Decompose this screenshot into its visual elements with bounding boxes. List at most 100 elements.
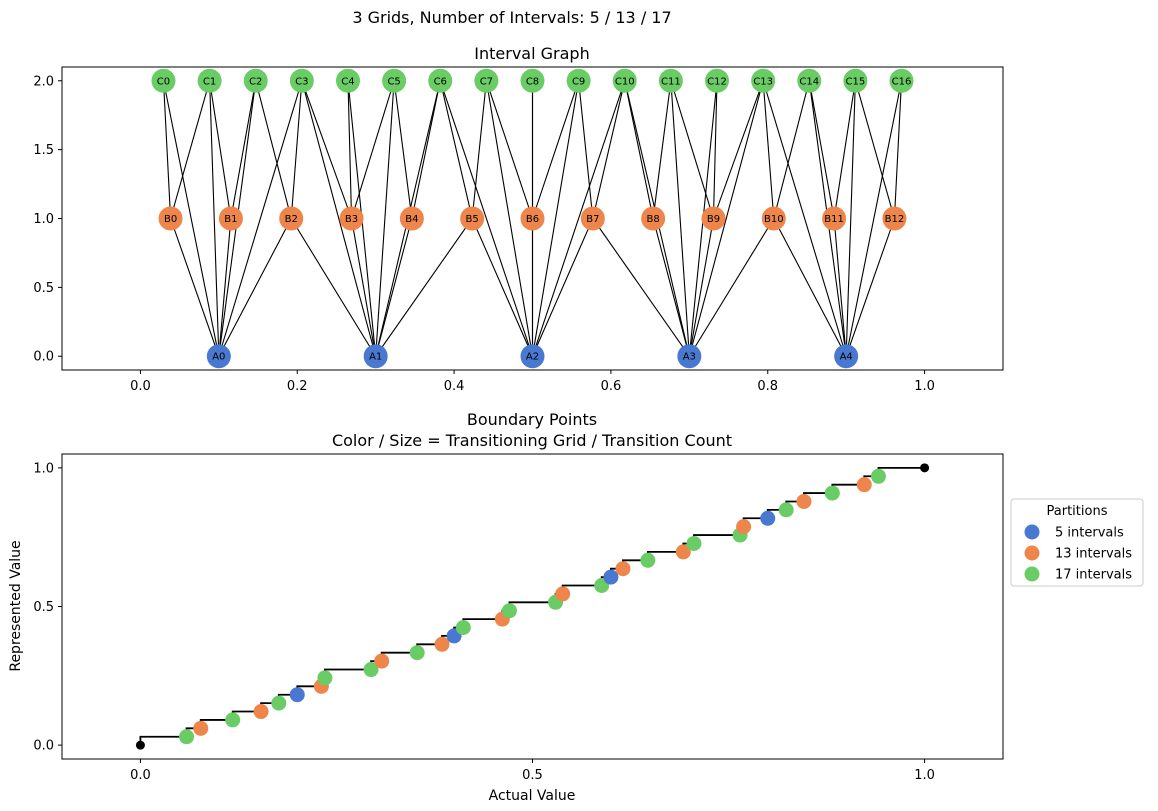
boundary-point-grid2 <box>555 586 571 602</box>
graph-node-b7: B7 <box>580 206 605 231</box>
boundary-point-grid3 <box>225 712 241 728</box>
node-marker <box>520 206 545 231</box>
graph-node-b12: B12 <box>882 206 907 231</box>
graph-edge <box>712 80 764 219</box>
graph-edge <box>375 218 413 357</box>
node-label: C9 <box>572 76 585 87</box>
y-tick-label: 0.5 <box>33 281 54 296</box>
boundary-point-grid3 <box>271 695 287 711</box>
node-label: C13 <box>753 76 773 87</box>
boundary-point-grid3 <box>640 552 656 568</box>
node-marker <box>520 68 545 93</box>
graph-edge <box>592 218 690 357</box>
x-tick-label: 0.2 <box>287 379 308 394</box>
graph-edge <box>347 80 353 219</box>
graph-edge <box>845 80 903 357</box>
graph-node-a0: A0 <box>206 344 231 369</box>
graph-edge <box>845 218 895 357</box>
node-label: C14 <box>799 76 819 87</box>
graph-edge <box>670 80 714 219</box>
node-label: C15 <box>846 76 866 87</box>
node-marker <box>279 206 304 231</box>
node-marker <box>428 68 453 93</box>
node-label: B5 <box>466 214 479 225</box>
node-marker <box>822 206 847 231</box>
x-tick-label: 0.6 <box>601 379 622 394</box>
node-label: C6 <box>434 76 447 87</box>
legend-item-grid3: 17 intervals <box>1024 566 1132 583</box>
node-marker <box>761 206 786 231</box>
legend: Partitions 5 intervals 13 intervals 17 int… <box>1010 498 1144 587</box>
node-marker <box>701 206 726 231</box>
legend-label: 5 intervals <box>1055 526 1124 541</box>
graph-node-c16: C16 <box>889 68 914 93</box>
node-label: B4 <box>405 214 418 225</box>
graph-edge <box>290 80 303 219</box>
endpoint-marker <box>135 740 145 750</box>
node-marker <box>243 68 268 93</box>
graph-node-b8: B8 <box>641 206 666 231</box>
boundary-point-grid2 <box>193 720 209 736</box>
graph-edge <box>854 80 895 219</box>
graph-edge <box>762 80 775 219</box>
legend-item-grid2: 13 intervals <box>1024 545 1132 562</box>
graph-node-c1: C1 <box>197 68 222 93</box>
node-label: A4 <box>840 352 853 363</box>
graph-edge <box>670 80 690 357</box>
y-tick-label: 0.0 <box>33 739 54 754</box>
node-marker <box>834 344 859 369</box>
graph-edge <box>833 80 856 219</box>
graph-ticks: 0.0 0.2 0.4 0.6 0.8 1.0 0.0 0.5 1.0 1.5 2.0 <box>33 74 935 394</box>
node-marker <box>751 68 776 93</box>
graph-node-c9: C9 <box>566 68 591 93</box>
x-tick-label: 1.0 <box>914 768 935 783</box>
node-marker <box>474 68 499 93</box>
graph-edge <box>592 80 626 219</box>
graph-edge <box>218 218 292 357</box>
graph-edge <box>170 80 211 219</box>
node-label: C7 <box>480 76 493 87</box>
legend-marker <box>1024 566 1040 582</box>
node-marker <box>641 206 666 231</box>
boundary-point-grid1 <box>603 569 619 585</box>
boundary-point-grid2 <box>253 704 269 720</box>
boundary-point-grid3 <box>455 620 471 636</box>
graph-edge <box>845 80 856 357</box>
node-marker <box>382 68 407 93</box>
node-marker <box>658 68 683 93</box>
graph-edge <box>652 80 672 219</box>
graph-node-b0: B0 <box>158 206 183 231</box>
graph-node-c14: C14 <box>797 68 822 93</box>
node-label: C1 <box>203 76 216 87</box>
x-tick-label: 0.8 <box>757 379 778 394</box>
graph-node-c11: C11 <box>658 68 683 93</box>
boundary-point-grid2 <box>796 493 812 509</box>
boundary-ticks: 0.0 0.5 1.0 0.0 0.5 1.0 <box>33 461 935 783</box>
node-label: C8 <box>526 76 539 87</box>
boundary-point-grid3 <box>778 502 794 518</box>
graph-edge <box>471 218 534 357</box>
y-tick-label: 1.0 <box>33 212 54 227</box>
node-label: C5 <box>387 76 400 87</box>
node-label: B0 <box>164 214 177 225</box>
graph-edge <box>351 80 395 219</box>
graph-edge <box>170 218 220 357</box>
node-label: A0 <box>212 352 225 363</box>
graph-edge <box>624 80 654 219</box>
figure-suptitle: 3 Grids, Number of Intervals: 5 / 13 / 1… <box>352 8 671 27</box>
graph-node-c0: C0 <box>151 68 176 93</box>
graph-node-b3: B3 <box>339 206 364 231</box>
graph-node-a2: A2 <box>520 344 545 369</box>
node-marker <box>520 344 545 369</box>
graph-edge <box>439 80 473 219</box>
graph-edge <box>808 80 835 219</box>
boundary-point-grid3 <box>824 485 840 501</box>
boundary-point-grid2 <box>856 477 872 493</box>
node-label: A1 <box>369 352 382 363</box>
boundary-point-grid3 <box>409 645 425 661</box>
graph-node-b9: B9 <box>701 206 726 231</box>
node-label: C4 <box>341 76 354 87</box>
node-label: C2 <box>249 76 262 87</box>
graph-nodes: A0 A1 A2 A3 A4 B0 B1 B2 B3 B4 B5 B6 B7 B8 B9 B10 B11 B12 C… <box>151 68 914 369</box>
